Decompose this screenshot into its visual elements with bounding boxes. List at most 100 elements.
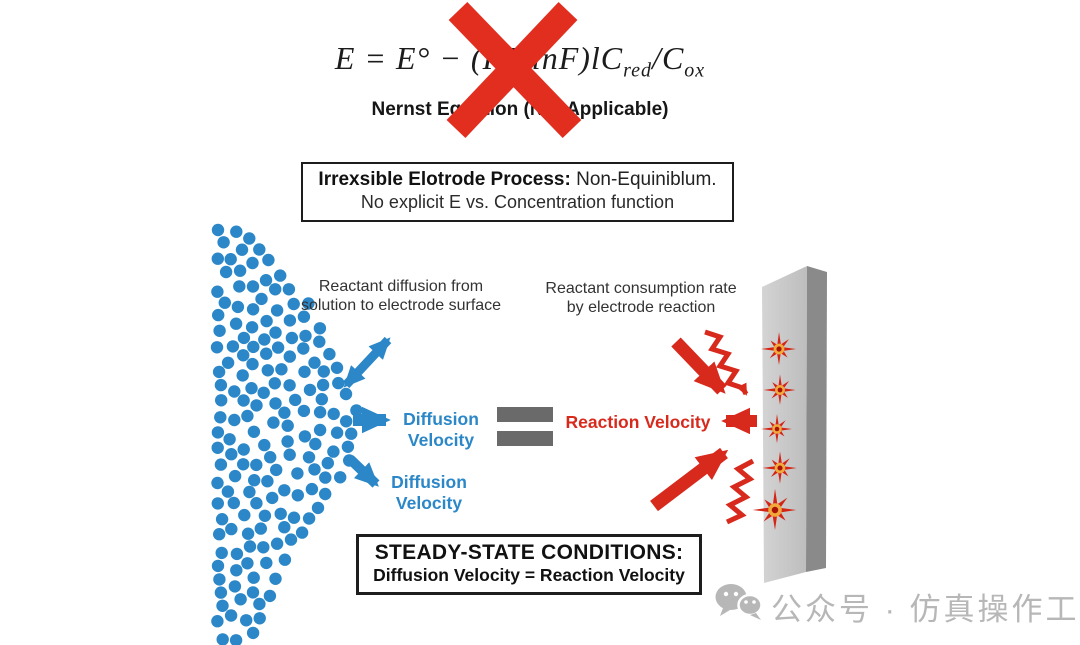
particle-dot — [313, 322, 327, 335]
particle-dot — [211, 559, 225, 573]
particle-dot — [213, 528, 226, 541]
particle-dot — [234, 593, 247, 606]
particle-dot — [295, 526, 309, 539]
particle-dot — [227, 496, 240, 510]
particle-dot — [313, 335, 326, 348]
reaction-velocity-label: Reaction Velocity — [565, 412, 711, 432]
particle-dot — [237, 394, 250, 407]
particle-dot — [213, 324, 226, 337]
particle-dot — [278, 406, 291, 419]
particle-dot — [260, 314, 273, 328]
particle-dot — [261, 364, 274, 377]
particle-dot — [299, 329, 312, 343]
particle-dot — [225, 522, 238, 536]
particle-dot — [263, 589, 277, 603]
diffusion-velocity-label-upper: Diffusion Velocity — [403, 409, 479, 451]
particle-dot — [266, 491, 279, 505]
particle-dot — [269, 572, 282, 585]
particle-dot — [211, 285, 224, 298]
particle-dot — [243, 540, 257, 553]
particle-dot — [223, 433, 236, 446]
particle-dot — [308, 463, 321, 476]
process-box-line2: No explicit E vs. Concentration function — [360, 192, 675, 212]
reactant-particle-cloud — [210, 223, 363, 645]
diffusion-double-arrow-icon — [342, 336, 392, 389]
process-box-title: Irrexsible Elotrode Process: — [318, 169, 571, 190]
particle-dot — [246, 626, 260, 640]
particle-dot — [297, 404, 311, 418]
particle-dot — [302, 297, 315, 310]
particle-dot — [289, 393, 302, 407]
particle-dot — [248, 474, 261, 487]
particle-dot — [247, 340, 260, 354]
particle-dot — [253, 243, 266, 256]
particle-dot — [224, 253, 237, 266]
particle-dot — [269, 283, 282, 296]
particle-dot — [237, 443, 250, 456]
particle-dot — [302, 451, 316, 464]
particle-dot — [340, 415, 353, 428]
particle-dot — [285, 331, 299, 345]
particle-dot — [264, 451, 277, 464]
particle-dot — [253, 612, 266, 625]
particle-dot — [228, 413, 241, 427]
particle-dot — [278, 484, 291, 497]
particle-dot — [261, 475, 274, 488]
reaction-arrow-down-right-icon — [671, 337, 727, 395]
particle-dot — [341, 440, 355, 453]
particle-dot — [321, 456, 334, 470]
particle-dot — [250, 399, 263, 412]
particle-dot — [237, 331, 251, 345]
particle-dot — [225, 448, 238, 461]
particle-dot — [298, 365, 311, 378]
particle-dot — [254, 522, 267, 535]
particle-dot — [332, 376, 345, 390]
particle-dot — [269, 326, 282, 339]
particle-dot — [305, 482, 319, 496]
particle-dot — [291, 467, 304, 480]
particle-dot — [345, 427, 358, 440]
particle-dot — [319, 487, 332, 501]
particle-dot — [221, 485, 235, 498]
nernst-equation: E = E° − (RT/lnF)lCred/Cox — [290, 40, 750, 82]
particle-dot — [243, 485, 256, 499]
particle-dot — [233, 264, 247, 277]
process-box-title-rest: Non-Equiniblum. — [570, 169, 717, 190]
particle-dot — [274, 507, 287, 520]
particle-dot — [278, 553, 292, 566]
particle-dot — [309, 437, 322, 451]
particle-dot — [241, 527, 255, 540]
particle-dot — [245, 382, 258, 395]
particle-dot — [211, 497, 224, 510]
particle-dot — [228, 385, 241, 398]
particle-dot — [241, 409, 254, 423]
particle-dot — [233, 280, 246, 293]
electrode-slab — [762, 266, 827, 583]
particle-dot — [270, 304, 284, 317]
particle-dot — [247, 425, 261, 438]
particle-dot — [270, 537, 284, 550]
process-box: Irrexsible Elotrode Process: Non-Equinib… — [301, 162, 734, 222]
particle-dot — [211, 252, 224, 265]
particle-dot — [211, 223, 225, 237]
equation-mid: /C — [652, 40, 685, 76]
particle-dot — [313, 406, 327, 419]
particle-dot — [230, 225, 243, 238]
particle-dot — [212, 308, 225, 322]
particle-dot — [282, 283, 296, 296]
equation-subscript-ox: ox — [684, 59, 706, 82]
particle-dot — [210, 341, 224, 354]
equation-caption: Nernst Equation (Not Applicable) — [371, 99, 669, 120]
particle-dot — [287, 297, 300, 311]
particle-dot — [258, 438, 271, 452]
particle-dot — [228, 469, 242, 483]
particle-dot — [267, 416, 280, 429]
particle-dot — [230, 547, 244, 561]
particle-dot — [339, 387, 353, 401]
particle-dot — [211, 615, 224, 628]
particle-dot — [217, 236, 230, 249]
particle-dot — [297, 310, 311, 323]
particle-dot — [246, 280, 260, 293]
